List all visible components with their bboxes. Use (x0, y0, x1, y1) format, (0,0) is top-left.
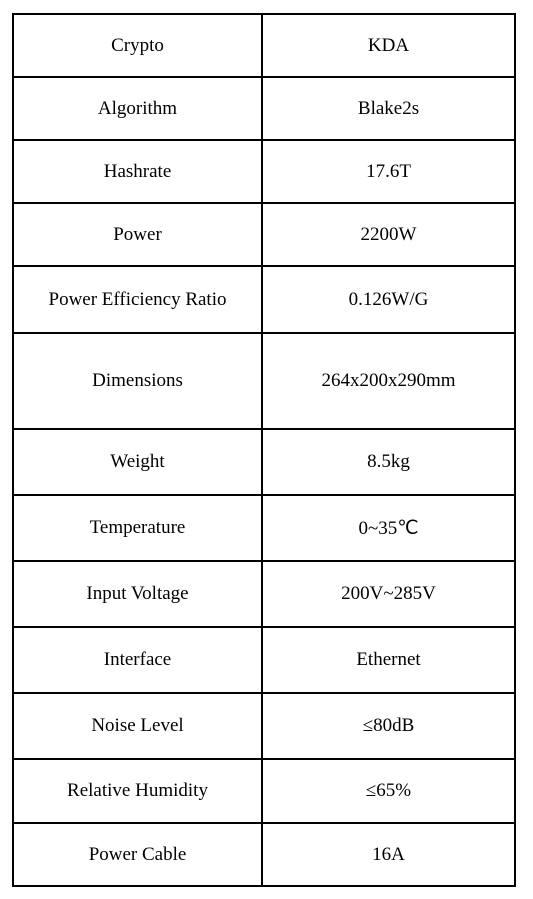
spec-value: Blake2s (261, 76, 516, 141)
spec-label: Power Cable (12, 822, 263, 887)
spec-label: Algorithm (12, 76, 263, 141)
spec-value: ≤65% (261, 758, 516, 824)
spec-value: 0.126W/G (261, 265, 516, 334)
spec-value: 17.6T (261, 139, 516, 204)
spec-label: Dimensions (12, 332, 263, 430)
spec-label: Weight (12, 428, 263, 496)
spec-value: 8.5kg (261, 428, 516, 496)
table-row: Power Efficiency Ratio 0.126W/G (12, 265, 516, 334)
spec-value: ≤80dB (261, 692, 516, 760)
table-row: Interface Ethernet (12, 626, 516, 694)
spec-label: Hashrate (12, 139, 263, 204)
table-row: Temperature 0~35℃ (12, 494, 516, 562)
table-row: Noise Level ≤80dB (12, 692, 516, 760)
spec-value: 264x200x290mm (261, 332, 516, 430)
spec-label: Crypto (12, 13, 263, 78)
table-row: Relative Humidity ≤65% (12, 758, 516, 824)
spec-value: 16A (261, 822, 516, 887)
spec-table: Crypto KDA Algorithm Blake2s Hashrate 17.6T Po… (12, 13, 516, 887)
table-row: Crypto KDA (12, 13, 516, 78)
spec-value: 200V~285V (261, 560, 516, 628)
spec-label: Power Efficiency Ratio (12, 265, 263, 334)
spec-label: Temperature (12, 494, 263, 562)
spec-value: 0~35℃ (261, 494, 516, 562)
spec-value: 2200W (261, 202, 516, 267)
table-body: Crypto KDA Algorithm Blake2s Hashrate 17.6T Po… (12, 13, 516, 887)
table-row: Power Cable 16A (12, 822, 516, 887)
table-row: Input Voltage 200V~285V (12, 560, 516, 628)
spec-label: Power (12, 202, 263, 267)
spec-label: Input Voltage (12, 560, 263, 628)
spec-label: Relative Humidity (12, 758, 263, 824)
spec-value: KDA (261, 13, 516, 78)
table-row: Weight 8.5kg (12, 428, 516, 496)
table-row: Algorithm Blake2s (12, 76, 516, 141)
table-row: Hashrate 17.6T (12, 139, 516, 204)
spec-label: Noise Level (12, 692, 263, 760)
table-row: Dimensions 264x200x290mm (12, 332, 516, 430)
spec-value: Ethernet (261, 626, 516, 694)
spec-label: Interface (12, 626, 263, 694)
table-row: Power 2200W (12, 202, 516, 267)
